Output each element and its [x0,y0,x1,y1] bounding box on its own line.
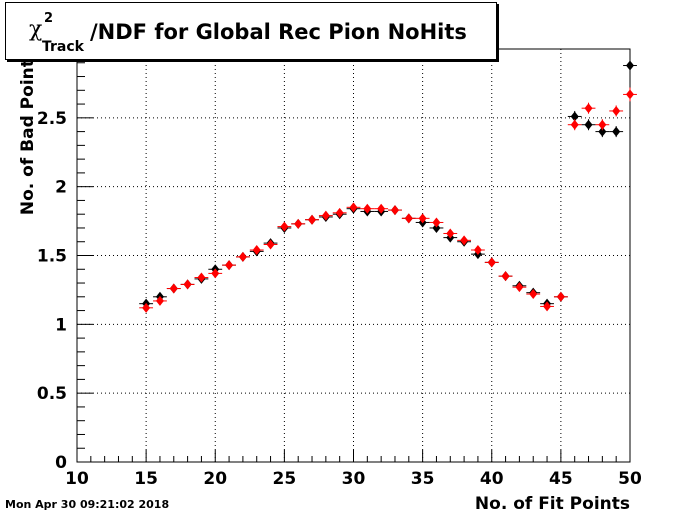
data-point [626,60,634,71]
data-point [529,289,538,300]
data-point [515,282,524,293]
data-points [139,58,637,313]
y-tick-label: 1 [55,315,67,335]
y-tick-label: 1.5 [37,247,67,267]
data-point [390,205,399,216]
data-point [321,210,330,221]
data-point [183,279,192,290]
y-tick-label: 0 [55,453,67,473]
data-point [377,203,386,214]
x-axis-label: No. of Fit Points [475,494,630,514]
y-tick-label: 2 [55,178,67,198]
data-point [169,283,178,294]
data-point [225,260,234,271]
y-axis-label: No. of Bad Points [18,49,38,215]
data-point [584,119,593,130]
title-superscript: 2 [44,11,54,26]
data-point [626,89,634,100]
x-tick-label: 30 [342,469,366,489]
data-point [280,221,289,232]
data-point [570,111,579,122]
x-tick-label: 25 [273,469,297,489]
data-point [197,272,206,283]
title-box: χ 2 Track /NDF for Global Rec Pion NoHit… [5,2,497,60]
data-point [473,244,482,255]
data-point [598,126,607,137]
y-tick-label: 0.5 [37,384,67,404]
data-point [584,103,593,114]
data-point [404,213,413,224]
x-tick-label: 45 [549,469,573,489]
timestamp: Mon Apr 30 09:21:02 2018 [5,498,170,511]
title-chi-symbol: χ [29,17,43,42]
data-point [556,291,565,302]
data-point [501,271,510,282]
axis-ticks [76,48,631,463]
data-point [363,203,372,214]
x-tick-label: 20 [203,469,227,489]
x-tick-label: 50 [618,469,642,489]
data-point [432,222,441,233]
data-point [155,295,164,306]
data-point [266,239,275,250]
data-point [294,218,303,229]
data-point [570,119,579,130]
data-point [349,202,358,213]
x-tick-label: 15 [134,469,158,489]
data-point [238,251,247,262]
x-tick-label: 10 [65,469,89,489]
data-point [252,244,261,255]
data-point [612,126,621,137]
data-point [612,105,621,116]
data-point [335,207,344,218]
data-point [142,302,151,313]
data-point [543,301,552,312]
data-point [418,213,427,224]
title-text: /NDF for Global Rec Pion NoHits [90,20,467,44]
data-point [598,119,607,130]
x-tick-label: 35 [411,469,435,489]
data-point [487,257,496,268]
data-point [308,214,317,225]
x-tick-label: 40 [480,469,504,489]
data-point [211,268,220,279]
data-point [446,228,455,239]
y-tick-label: 2.5 [37,109,67,129]
data-point [460,235,469,246]
title-subscript: Track [42,39,84,55]
data-point [432,217,441,228]
grid-lines [77,49,630,462]
